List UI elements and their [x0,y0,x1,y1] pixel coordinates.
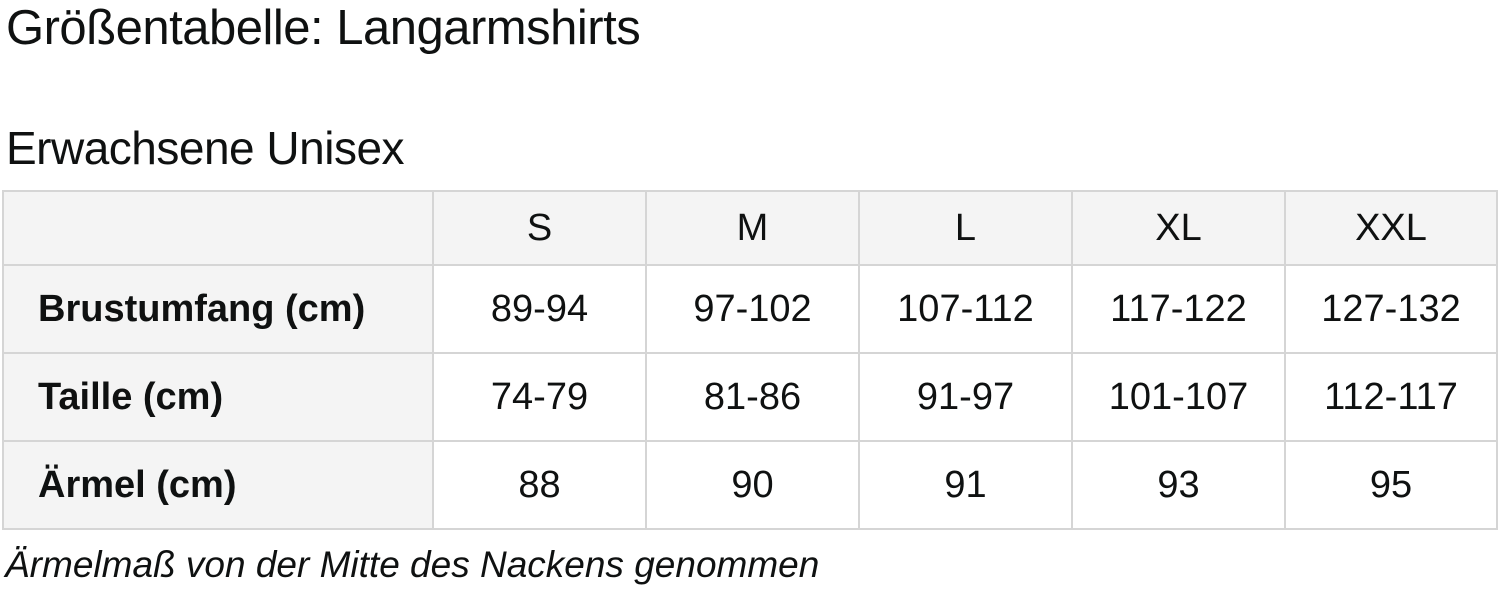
table-header-row: S M L XL XXL [2,190,1498,267]
table-cell: 90 [645,440,860,531]
header-cell-size-xl: XL [1071,190,1286,267]
table-cell: 81-86 [645,352,860,443]
table-row-waist: Taille (cm) 74-79 81-86 91-97 101-107 11… [2,352,1498,443]
section-title: Erwachsene Unisex [6,121,405,174]
table-row-sleeve: Ärmel (cm) 88 90 91 93 95 [2,440,1498,531]
table-cell: 93 [1071,440,1286,531]
table-cell: 88 [432,440,647,531]
header-cell-size-xxl: XXL [1284,190,1498,267]
row-label-sleeve: Ärmel (cm) [2,440,434,531]
table-cell: 112-117 [1284,352,1498,443]
table-cell: 101-107 [1071,352,1286,443]
header-cell-size-l: L [858,190,1073,267]
table-cell: 95 [1284,440,1498,531]
table-cell: 74-79 [432,352,647,443]
page-title: Größentabelle: Langarmshirts [6,1,641,55]
size-table-head: S M L XL XXL [2,190,1498,267]
table-cell: 107-112 [858,264,1073,355]
table-cell: 117-122 [1071,264,1286,355]
table-cell: 127-132 [1284,264,1498,355]
table-cell: 89-94 [432,264,647,355]
table-cell: 91 [858,440,1073,531]
table-cell: 91-97 [858,352,1073,443]
header-cell-empty [2,190,434,267]
table-row-chest: Brustumfang (cm) 89-94 97-102 107-112 11… [2,264,1498,355]
size-table-body: Brustumfang (cm) 89-94 97-102 107-112 11… [2,264,1498,531]
footnote: Ärmelmaß von der Mitte des Nackens genom… [5,544,820,586]
header-cell-size-s: S [432,190,647,267]
row-label-chest: Brustumfang (cm) [2,264,434,355]
size-table: S M L XL XXL Brustumfang (cm) 89-94 97-1… [2,190,1498,531]
header-cell-size-m: M [645,190,860,267]
row-label-waist: Taille (cm) [2,352,434,443]
table-cell: 97-102 [645,264,860,355]
